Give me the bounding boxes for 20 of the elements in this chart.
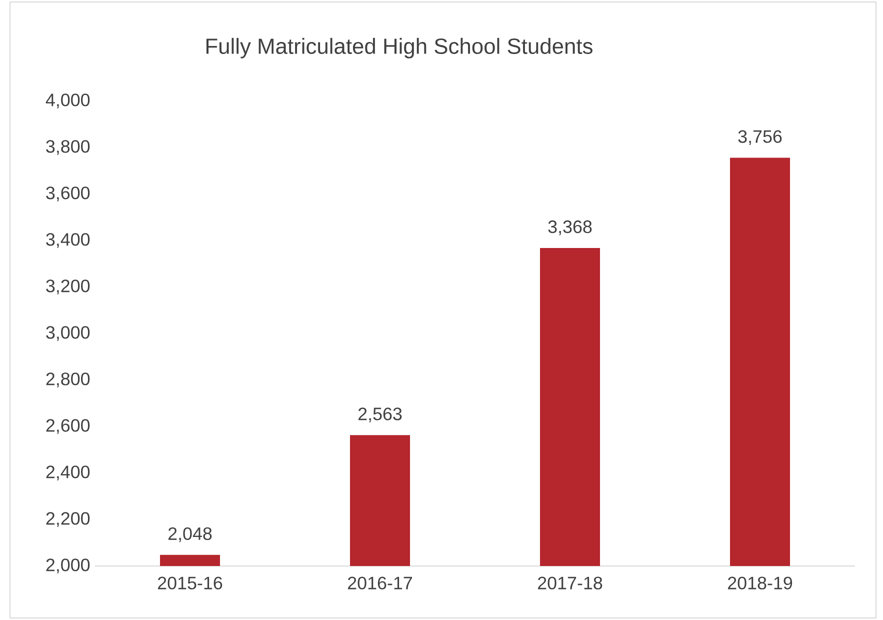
- y-tick-label: 3,200: [46, 280, 90, 294]
- y-tick-label: 2,000: [46, 558, 90, 574]
- y-tick-label: 2,400: [46, 466, 90, 480]
- y-tick-label: 3,000: [46, 326, 90, 341]
- data-label: 2,048: [168, 527, 212, 542]
- y-tick-label: 3,800: [46, 140, 90, 155]
- x-tick-label: 2016-17: [348, 576, 412, 590]
- y-tick-label: 2,800: [46, 372, 90, 388]
- y-tick-label: 3,400: [46, 233, 90, 248]
- y-tick-label: 4,000: [46, 94, 90, 108]
- data-label: 2,563: [358, 408, 402, 422]
- y-tick-label: 3,600: [46, 186, 90, 202]
- data-label: 3,756: [738, 130, 782, 146]
- x-tick-label: 2017-18: [538, 576, 602, 590]
- y-tick-label: 2,600: [46, 419, 90, 434]
- y-tick-label: 2,200: [46, 512, 90, 527]
- x-tick-label: 2015-16: [158, 576, 222, 590]
- chart-title: Fully Matriculated High School Students: [206, 38, 592, 58]
- data-label: 3,368: [548, 220, 592, 236]
- x-tick-label: 2018-19: [728, 576, 792, 590]
